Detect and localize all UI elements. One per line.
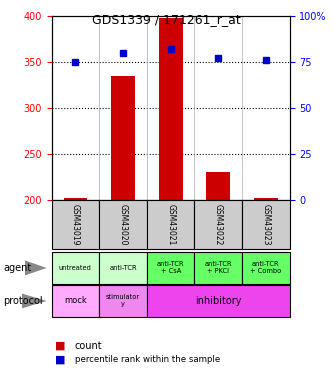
Text: anti-TCR
+ Combo: anti-TCR + Combo — [250, 261, 281, 274]
Text: protocol: protocol — [3, 296, 43, 306]
Bar — [242, 200, 290, 249]
Text: ■: ■ — [55, 341, 66, 351]
Bar — [206, 172, 230, 200]
Text: anti-TCR: anti-TCR — [109, 265, 137, 271]
Text: inhibitory: inhibitory — [195, 296, 241, 306]
Bar — [194, 252, 242, 284]
Text: ■: ■ — [55, 355, 66, 365]
Bar — [99, 252, 147, 284]
Text: stimulator
y: stimulator y — [106, 294, 140, 307]
Text: anti-TCR
+ CsA: anti-TCR + CsA — [157, 261, 184, 274]
Text: agent: agent — [3, 263, 32, 273]
Bar — [147, 200, 194, 249]
Text: mock: mock — [64, 296, 87, 305]
Polygon shape — [22, 293, 47, 308]
Bar — [242, 252, 290, 284]
Text: GSM43019: GSM43019 — [71, 204, 80, 245]
Bar — [159, 18, 182, 200]
Text: untreated: untreated — [59, 265, 92, 271]
Bar — [147, 252, 194, 284]
Text: GSM43021: GSM43021 — [166, 204, 175, 245]
Bar — [111, 76, 135, 200]
Polygon shape — [25, 261, 47, 275]
Text: anti-TCR
+ PKCi: anti-TCR + PKCi — [204, 261, 232, 274]
Text: GDS1339 / 171261_r_at: GDS1339 / 171261_r_at — [92, 13, 241, 26]
Text: GSM43023: GSM43023 — [261, 204, 270, 245]
Bar — [52, 285, 99, 317]
Bar — [254, 198, 278, 200]
Text: count: count — [75, 341, 103, 351]
Bar — [52, 252, 99, 284]
Bar — [99, 285, 147, 317]
Bar — [52, 200, 99, 249]
Bar — [194, 200, 242, 249]
Bar — [147, 285, 290, 317]
Text: percentile rank within the sample: percentile rank within the sample — [75, 356, 220, 364]
Bar — [99, 200, 147, 249]
Text: GSM43022: GSM43022 — [214, 204, 223, 245]
Text: GSM43020: GSM43020 — [119, 204, 128, 245]
Bar — [64, 198, 87, 200]
